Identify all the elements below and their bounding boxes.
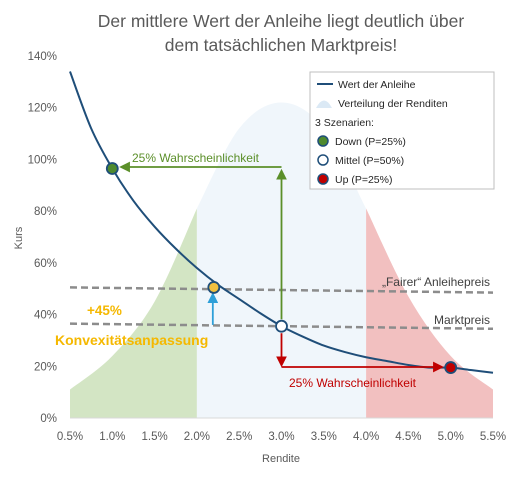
x-tick-label: 3.0%	[268, 431, 294, 443]
scenario-point-1	[275, 319, 288, 333]
y-tick-label: 20%	[34, 361, 57, 373]
y-tick-label: 140%	[28, 51, 57, 63]
y-tick-label: 120%	[28, 103, 57, 115]
legend-scenarios-heading: 3 Szenarien:	[315, 117, 374, 129]
down-probability-label: 25% Wahrscheinlichkeit	[132, 151, 260, 165]
x-tick-label: 1.5%	[141, 431, 167, 443]
x-tick-label: 2.0%	[184, 431, 210, 443]
mean-value-point	[207, 281, 221, 294]
x-tick-label: 4.0%	[353, 431, 379, 443]
distribution-region-2	[366, 208, 493, 418]
legend-box	[309, 71, 495, 190]
scenario-arrows	[119, 161, 444, 373]
x-tick-label: 4.5%	[395, 431, 421, 443]
fair-price-label: „Fairer“ Anleihepreis	[382, 275, 490, 289]
convexity-label: Konvexitätsanpassung	[55, 332, 208, 348]
premium-label: +45%	[87, 303, 122, 318]
distribution-region-0	[70, 208, 197, 418]
y-tick-label: 0%	[40, 413, 57, 425]
legend-up-marker	[317, 173, 329, 185]
market-price-label: Marktpreis	[434, 313, 490, 327]
legend-up-label: Up (P=25%)	[335, 174, 392, 186]
x-tick-label: 5.5%	[480, 431, 506, 443]
x-tick-label: 3.5%	[311, 431, 337, 443]
legend-area-swatch	[316, 100, 332, 108]
legend-down-label: Down (P=25%)	[335, 136, 406, 148]
scenario-points	[105, 162, 458, 374]
chart-title-line-2: dem tatsächlichen Marktpreis!	[165, 35, 397, 55]
x-axis-title: Rendite	[262, 453, 300, 465]
legend-mid-label: Mittel (P=50%)	[335, 155, 404, 167]
legend-line-label: Wert der Anleihe	[338, 79, 416, 91]
y-tick-label: 80%	[34, 206, 57, 218]
up-probability-label: 25% Wahrscheinlichkeit	[289, 376, 417, 390]
y-axis-title: Kurs	[13, 226, 25, 249]
legend-mid-marker	[317, 154, 329, 166]
scenario-point-2	[444, 361, 458, 374]
y-tick-label: 100%	[28, 154, 57, 166]
y-tick-label: 40%	[34, 310, 57, 322]
scenario-point-0	[105, 162, 119, 175]
x-tick-label: 0.5%	[57, 431, 83, 443]
y-axis: 0% 20% 40% 60% 80% 100% 120% 140%	[28, 51, 57, 425]
x-tick-label: 5.0%	[438, 431, 464, 443]
chart-title-line-1: Der mittlere Wert der Anleihe liegt deut…	[98, 11, 465, 31]
x-tick-label: 1.0%	[99, 431, 125, 443]
y-tick-label: 60%	[34, 258, 57, 270]
x-tick-label: 2.5%	[226, 431, 252, 443]
legend-area-label: Verteilung der Renditen	[338, 98, 448, 110]
x-axis: 0.5% 1.0% 1.5% 2.0% 2.5% 3.0% 3.5% 4.0% 4.5% 5.0%…	[57, 431, 506, 443]
legend: Wert der Anleihe Verteilung der Renditen…	[309, 71, 495, 190]
legend-down-marker	[317, 135, 329, 147]
